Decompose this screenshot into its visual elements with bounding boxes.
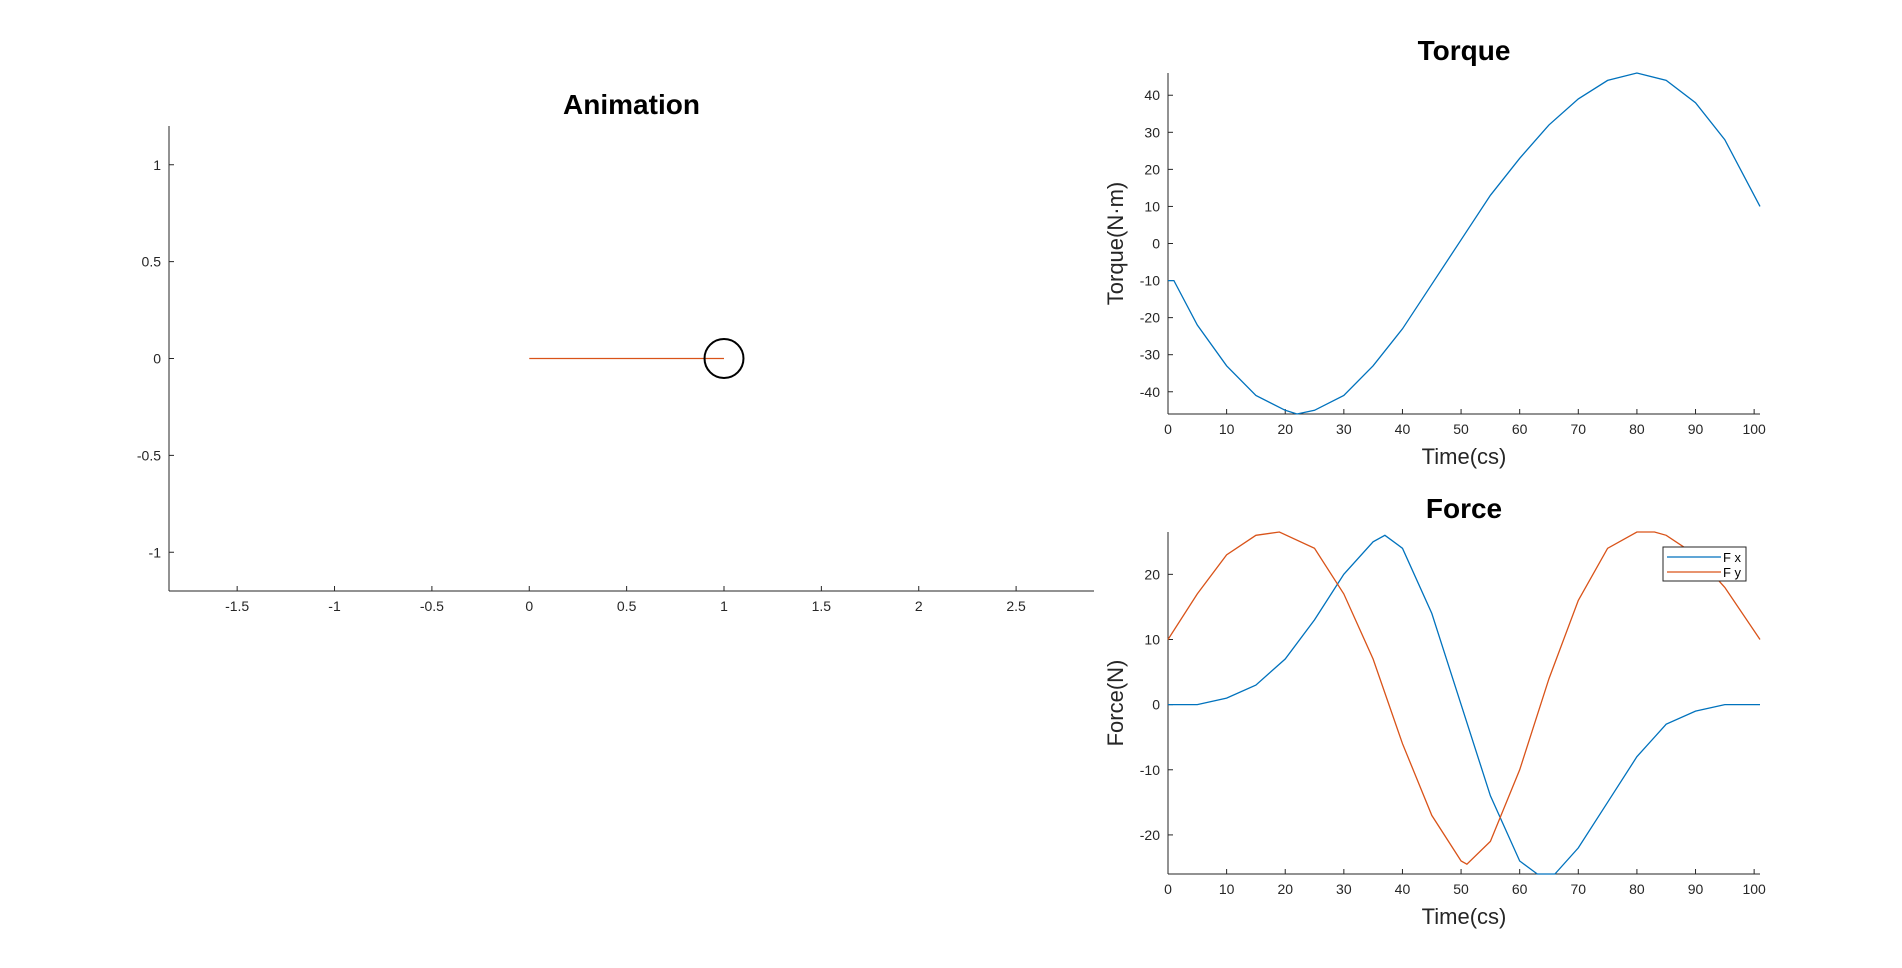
torque-y-tick-label: 10 [1144, 198, 1160, 214]
force-y-axis-label: Force(N) [1103, 660, 1128, 747]
force-x-tick-label: 10 [1219, 881, 1235, 897]
torque-y-tick-label: 20 [1144, 161, 1160, 177]
torque-y-axis-label: Torque(N·m) [1103, 182, 1128, 305]
force-x-tick-label: 40 [1395, 881, 1411, 897]
torque-x-tick-label: 50 [1453, 421, 1469, 437]
torque-x-tick-label: 90 [1688, 421, 1704, 437]
force-x-tick-label: 30 [1336, 881, 1352, 897]
animation-y-tick-label: -1 [149, 544, 162, 560]
animation-x-tick-label: 2 [915, 598, 923, 614]
torque-y-tick-label: 40 [1144, 87, 1160, 103]
force-x-tick-label: 70 [1571, 881, 1587, 897]
animation-y-tick-label: -0.5 [137, 447, 161, 463]
torque-y-tick-label: -20 [1140, 310, 1160, 326]
torque-x-tick-label: 40 [1395, 421, 1411, 437]
animation-x-tick-label: 0 [525, 598, 533, 614]
legend-label: F y [1723, 565, 1742, 580]
animation-y-tick-label: 0 [153, 351, 161, 367]
legend-box [1662, 546, 1747, 582]
torque-x-tick-label: 80 [1629, 421, 1645, 437]
torque-x-tick-label: 0 [1164, 421, 1172, 437]
animation-x-tick-label: 1 [720, 598, 728, 614]
animation-axes: Animation -1.5 -1 -0.5 0 0.5 1 1.5 2 2.5 -1 -0.5 0 0.… [137, 89, 1094, 614]
torque-x-tick-label: 10 [1219, 421, 1235, 437]
force-title: Force [1426, 493, 1502, 524]
animation-x-tick-label: -1.5 [225, 598, 249, 614]
torque-y-tick-label: -30 [1140, 347, 1160, 363]
force-axes: Force 0 10 20 30 40 50 60 70 80 90 100 -20 -10 0 10 20 Ti… [1103, 493, 1766, 929]
torque-y-tick-label: 0 [1152, 236, 1160, 252]
force-y-tick-label: 0 [1152, 697, 1160, 713]
animation-x-tick-label: 0.5 [617, 598, 637, 614]
force-y-tick-label: -10 [1140, 762, 1160, 778]
force-x-tick-label: 60 [1512, 881, 1528, 897]
torque-x-tick-label: 20 [1277, 421, 1293, 437]
force-x-tick-label: 100 [1742, 881, 1766, 897]
legend-label: F x [1723, 550, 1742, 565]
force-x-tick-label: 20 [1277, 881, 1293, 897]
torque-x-tick-label: 30 [1336, 421, 1352, 437]
force-y-tick-label: 20 [1144, 566, 1160, 582]
torque-x-tick-label: 70 [1571, 421, 1587, 437]
torque-y-tick-label: 30 [1144, 124, 1160, 140]
pendulum-bob [703, 338, 745, 379]
torque-x-tick-label: 100 [1742, 421, 1766, 437]
animation-y-tick-label: 1 [153, 157, 161, 173]
force-series-line-fx [1168, 534, 1760, 875]
animation-title: Animation [563, 89, 700, 120]
force-x-tick-label: 0 [1164, 881, 1172, 897]
torque-y-tick-label: -10 [1140, 273, 1160, 289]
torque-x-axis-label: Time(cs) [1422, 444, 1507, 469]
animation-x-tick-label: -0.5 [420, 598, 444, 614]
force-x-tick-label: 50 [1453, 881, 1469, 897]
force-x-axis-label: Time(cs) [1422, 904, 1507, 929]
torque-y-tick-label: -40 [1140, 384, 1160, 400]
torque-title: Torque [1418, 35, 1511, 66]
torque-series-line-0 [1168, 72, 1761, 415]
force-series-line-fy [1167, 531, 1761, 866]
force-x-tick-label: 80 [1629, 881, 1645, 897]
animation-x-tick-label: 2.5 [1006, 598, 1026, 614]
torque-x-tick-label: 60 [1512, 421, 1528, 437]
animation-x-tick-label: -1 [328, 598, 341, 614]
animation-x-tick-label: 1.5 [812, 598, 832, 614]
force-legend: F xF y [1662, 546, 1747, 582]
animation-y-tick-label: 0.5 [142, 254, 162, 270]
force-y-tick-label: 10 [1144, 631, 1160, 647]
force-y-tick-label: -20 [1140, 827, 1160, 843]
force-x-tick-label: 90 [1688, 881, 1704, 897]
